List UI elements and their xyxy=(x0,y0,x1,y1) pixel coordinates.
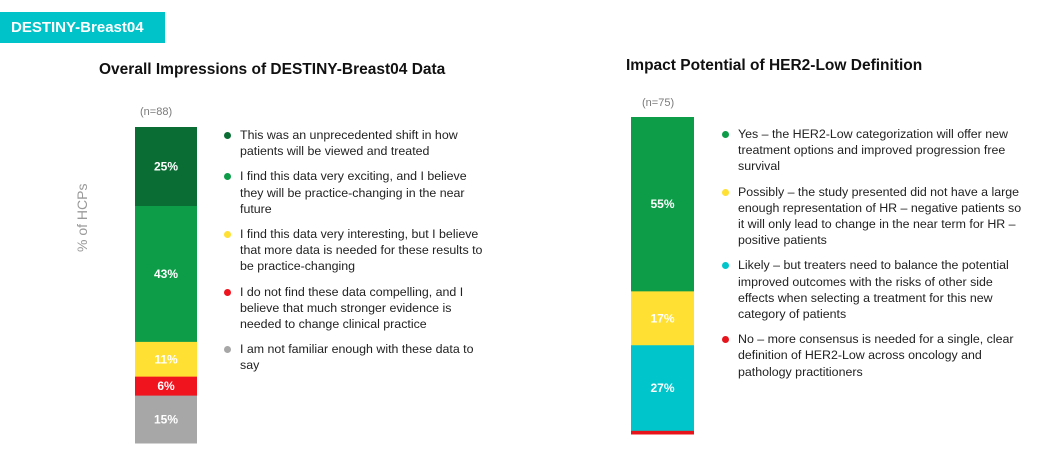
bar-value-label-1-4: 6% xyxy=(157,379,175,393)
bar-segment-1-2 xyxy=(135,206,197,343)
legend-text: I am not familiar enough with these data… xyxy=(240,342,474,373)
bar-segment-1-3 xyxy=(135,341,197,378)
legend-dot-teal xyxy=(722,262,729,270)
legend-item: I find this data very interesting, but I… xyxy=(224,226,486,275)
legend-item: I do not find these data compelling, and… xyxy=(224,284,486,333)
legend-item: This was an unprecedented shift in how p… xyxy=(224,127,486,159)
bar-segment-1-5 xyxy=(135,395,197,444)
chart-title-impact-potential: Impact Potential of HER2-Low Definition xyxy=(626,57,923,74)
legend-item: Yes – the HER2-Low categorization will o… xyxy=(722,126,1022,175)
legend-dot-green xyxy=(722,131,729,138)
legend-text: Yes – the HER2-Low categorization will o… xyxy=(738,127,1008,174)
legend-item: Possibly – the study presented did not h… xyxy=(722,184,1022,249)
legend-dot-green xyxy=(224,173,231,181)
legend-text: I find this data very interesting, but I… xyxy=(240,227,483,274)
legend-item: No – more consensus is needed for a sing… xyxy=(722,331,1022,380)
sample-size-label-left: (n=88) xyxy=(140,106,173,118)
legend-text: I do not find these data compelling, and… xyxy=(240,284,464,332)
bar-segment-2-3 xyxy=(631,345,694,432)
bar-segment-2-4 xyxy=(631,430,694,435)
legend-overall-impressions: This was an unprecedented shift in how p… xyxy=(224,127,486,374)
bar-value-label-1-2: 43% xyxy=(154,267,178,281)
legend-text: This was an unprecedented shift in how p… xyxy=(240,128,458,159)
legend-dot-yellow xyxy=(722,188,729,196)
section-tag: DESTINY-Breast04 xyxy=(0,12,165,43)
bar-value-label-1-3: 11% xyxy=(154,352,178,366)
sample-size-label-right: (n=75) xyxy=(642,97,675,109)
legend-dot-dark-green xyxy=(224,132,231,139)
legend-dot-red xyxy=(224,288,231,296)
bar-segment-1-4 xyxy=(135,376,197,397)
bar-segment-1-1 xyxy=(135,127,197,207)
legend-text: I find this data very exciting, and I be… xyxy=(240,169,467,216)
legend-text: Likely – but treaters need to balance th… xyxy=(738,258,1009,322)
legend-impact-potential: Yes – the HER2-Low categorization will o… xyxy=(722,126,1022,380)
legend-item: Likely – but treaters need to balance th… xyxy=(722,257,1022,322)
bar-value-label-1-1: 25% xyxy=(154,160,178,174)
legend-dot-gray xyxy=(224,346,231,354)
chart-title-overall-impressions: Overall Impressions of DESTINY-Breast04 … xyxy=(99,61,446,78)
legend-dot-yellow xyxy=(224,231,231,239)
bar-value-label-2-1: 55% xyxy=(650,197,674,211)
bar-segment-2-1 xyxy=(631,117,694,292)
legend-text: Possibly – the study presented did not h… xyxy=(738,184,1022,248)
bar-value-label-2-3: 27% xyxy=(650,381,674,395)
bar-value-label-2-2: 17% xyxy=(650,311,674,325)
bar-value-label-1-5: 15% xyxy=(154,412,178,426)
bar-segment-2-2 xyxy=(631,291,694,346)
legend-text: No – more consensus is needed for a sing… xyxy=(738,332,1014,379)
legend-item: I find this data very exciting, and I be… xyxy=(224,168,486,217)
legend-item: I am not familiar enough with these data… xyxy=(224,341,486,373)
legend-dot-red xyxy=(722,336,729,344)
